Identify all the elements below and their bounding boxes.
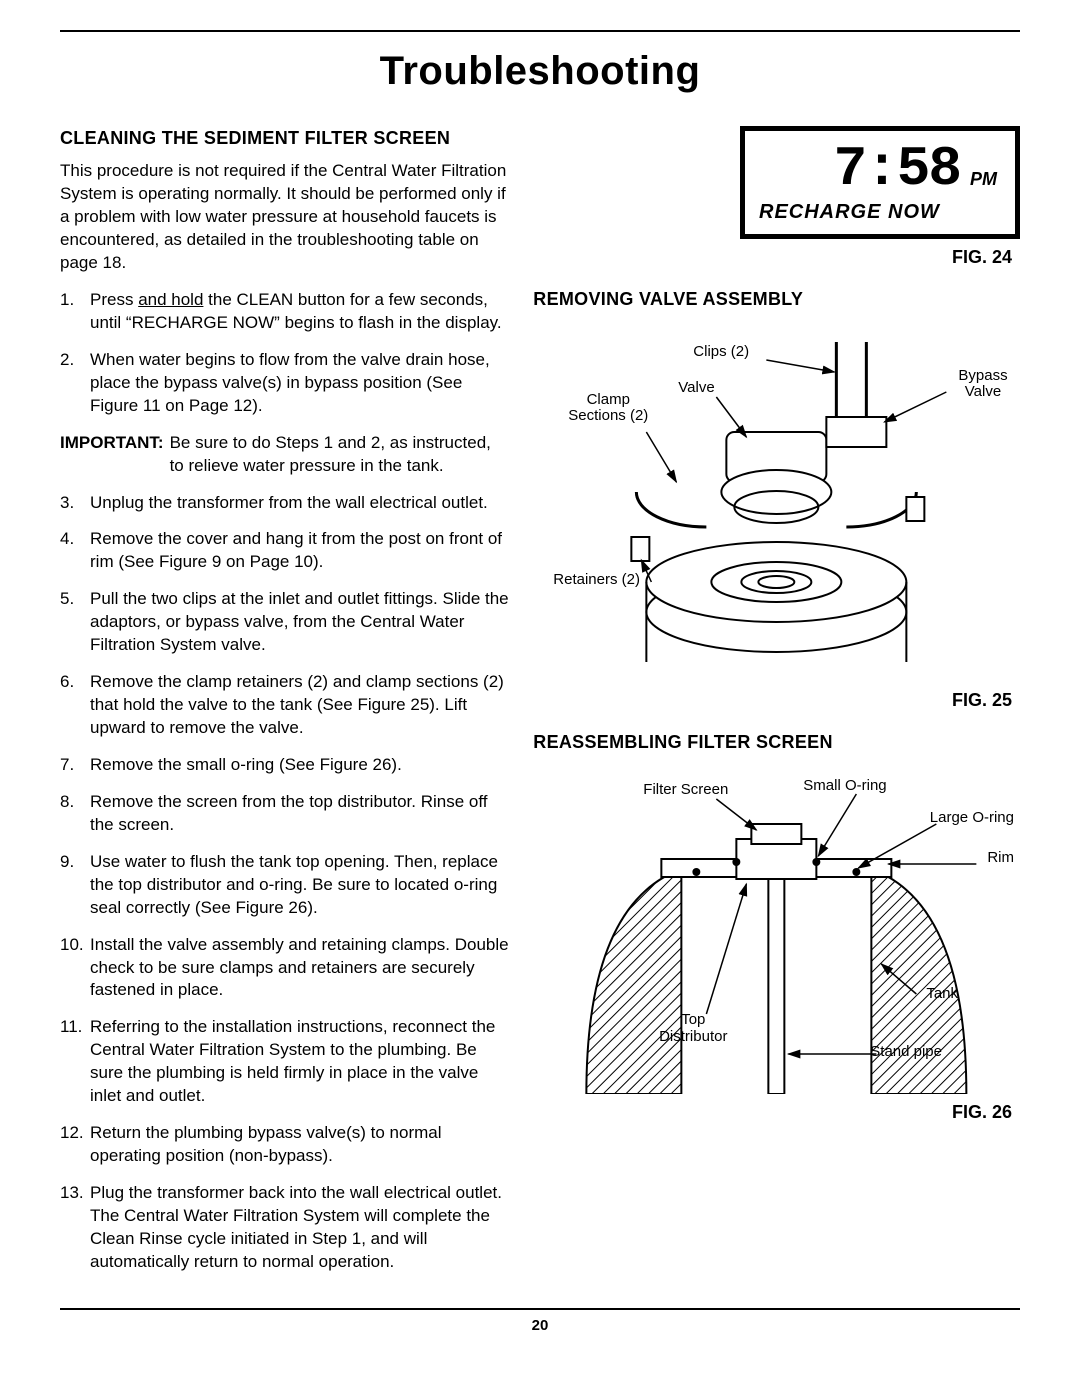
step-11-text: Referring to the installation instructio… <box>90 1017 495 1105</box>
lcd-wrap: 7:58 PM RECHARGE NOW <box>533 126 1020 239</box>
step-12: 12.Return the plumbing bypass valve(s) t… <box>82 1122 509 1168</box>
step-10-text: Install the valve assembly and retaining… <box>90 935 509 1000</box>
important-text: Be sure to do Steps 1 and 2, as instruct… <box>170 432 510 478</box>
fig24-caption: FIG. 24 <box>533 245 1012 269</box>
fig26-label-topdist: Top Distributor <box>653 1012 733 1045</box>
step-4-text: Remove the cover and hang it from the po… <box>90 529 502 571</box>
important-label: IMPORTANT: <box>60 432 164 478</box>
bottom-rule <box>60 1308 1020 1310</box>
fig25-caption: FIG. 25 <box>533 688 1012 712</box>
right-column: 7:58 PM RECHARGE NOW FIG. 24 REMOVING VA… <box>533 126 1020 1288</box>
fig25-label-valve: Valve <box>678 380 714 397</box>
step-8: 8.Remove the screen from the top distrib… <box>82 791 509 837</box>
heading-fig25: REMOVING VALVE ASSEMBLY <box>533 287 1020 311</box>
fig26-label-smalloring: Small O-ring <box>803 778 886 795</box>
important-note: IMPORTANT: Be sure to do Steps 1 and 2, … <box>60 432 509 478</box>
steps-list: 1.Press and hold the CLEAN button for a … <box>60 289 509 418</box>
step-8-text: Remove the screen from the top distribut… <box>90 792 488 834</box>
fig25-label-clips: Clips (2) <box>693 344 749 361</box>
step-2: 2.When water begins to flow from the val… <box>82 349 509 418</box>
fig25-label-bypass: Bypass Valve <box>948 368 1018 401</box>
left-heading: CLEANING THE SEDIMENT FILTER SCREEN <box>60 126 509 150</box>
step-7: 7.Remove the small o-ring (See Figure 26… <box>82 754 509 777</box>
step-13: 13.Plug the transformer back into the wa… <box>82 1182 509 1274</box>
step-11: 11.Referring to the installation instruc… <box>82 1016 509 1108</box>
step-5: 5.Pull the two clips at the inlet and ou… <box>82 588 509 657</box>
step-3: 3.Unplug the transformer from the wall e… <box>82 492 509 515</box>
step-1: 1.Press and hold the CLEAN button for a … <box>82 289 509 335</box>
fig25-label-clamp: Clamp Sections (2) <box>563 392 653 425</box>
step-2-text: When water begins to flow from the valve… <box>90 350 490 415</box>
step-7-text: Remove the small o-ring (See Figure 26). <box>90 755 402 774</box>
fig26-label-tank: Tank <box>926 986 958 1003</box>
steps-list-cont: 3.Unplug the transformer from the wall e… <box>60 492 509 1274</box>
step-3-text: Unplug the transformer from the wall ele… <box>90 493 488 512</box>
fig26-caption: FIG. 26 <box>533 1100 1012 1124</box>
fig26-label-rim: Rim <box>987 850 1014 867</box>
fig26-label-standpipe: Stand pipe <box>870 1044 942 1061</box>
fig26-diagram: Filter Screen Small O-ring Large O-ring … <box>533 764 1020 1094</box>
left-column: CLEANING THE SEDIMENT FILTER SCREEN This… <box>60 126 509 1288</box>
step-9: 9.Use water to flush the tank top openin… <box>82 851 509 920</box>
intro-paragraph: This procedure is not required if the Ce… <box>60 160 509 275</box>
step-6-text: Remove the clamp retainers (2) and clamp… <box>90 672 504 737</box>
step-4: 4.Remove the cover and hang it from the … <box>82 528 509 574</box>
heading-fig26: REASSEMBLING FILTER SCREEN <box>533 730 1020 754</box>
top-rule <box>60 30 1020 32</box>
fig25-diagram: Clips (2) Valve Bypass Valve Clamp Secti… <box>533 322 1020 682</box>
fig26-label-filterscreen: Filter Screen <box>643 782 728 799</box>
lcd-status: RECHARGE NOW <box>759 199 940 226</box>
step-12-text: Return the plumbing bypass valve(s) to n… <box>90 1123 442 1165</box>
lcd-display: 7:58 PM RECHARGE NOW <box>740 126 1020 239</box>
step-6: 6.Remove the clamp retainers (2) and cla… <box>82 671 509 740</box>
content-columns: CLEANING THE SEDIMENT FILTER SCREEN This… <box>60 126 1020 1288</box>
step-13-text: Plug the transformer back into the wall … <box>90 1183 502 1271</box>
step-10: 10.Install the valve assembly and retain… <box>82 934 509 1003</box>
lcd-ampm: PM <box>970 167 997 191</box>
fig26-label-largeoring: Large O-ring <box>930 810 1014 827</box>
step-9-text: Use water to flush the tank top opening.… <box>90 852 498 917</box>
lcd-time: 7:58 <box>834 141 960 197</box>
page-number: 20 <box>60 1316 1020 1336</box>
page-title: Troubleshooting <box>60 44 1020 98</box>
fig25-svg <box>533 322 1020 682</box>
step-5-text: Pull the two clips at the inlet and outl… <box>90 589 509 654</box>
fig25-label-retainers: Retainers (2) <box>553 572 640 589</box>
